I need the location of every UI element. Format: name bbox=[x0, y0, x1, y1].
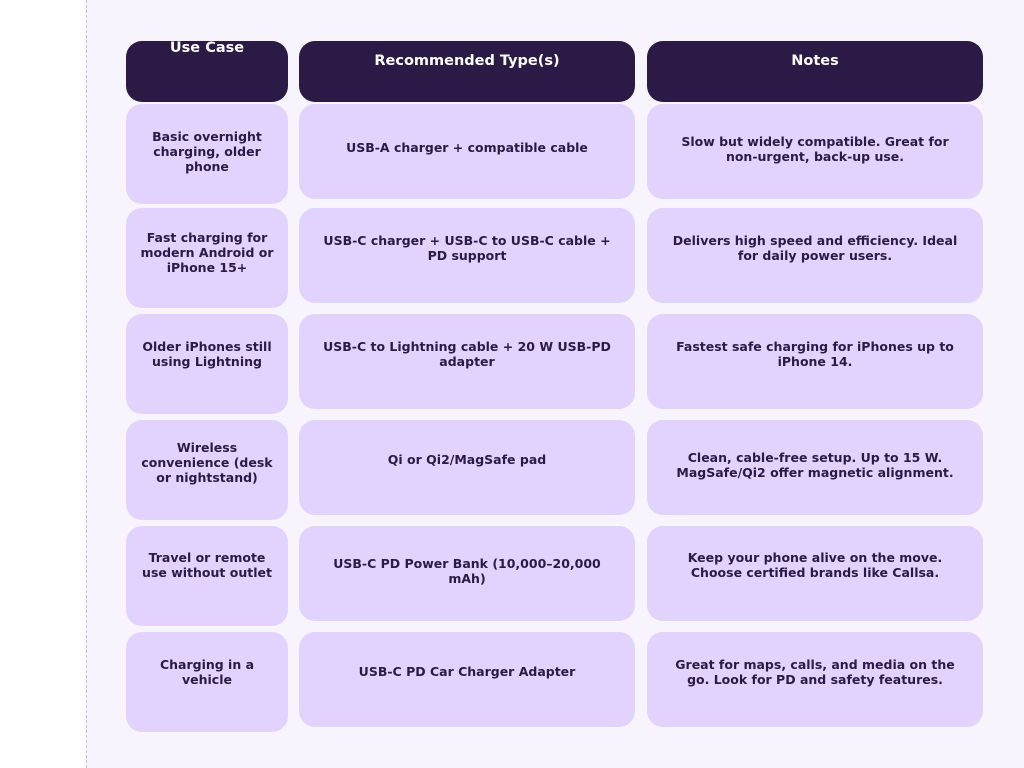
table-cell-use-case: Basic overnight charging, older phone bbox=[126, 104, 288, 204]
table-cell-use-case: Wireless convenience (desk or nightstand… bbox=[126, 420, 288, 520]
table-cell-recommended-type: USB-C charger + USB-C to USB-C cable + P… bbox=[299, 208, 635, 303]
table-cell-notes: Keep your phone alive on the move. Choos… bbox=[647, 526, 983, 621]
table-cell-use-case: Fast charging for modern Android or iPho… bbox=[126, 208, 288, 308]
table-cell-notes: Delivers high speed and efficiency. Idea… bbox=[647, 208, 983, 303]
table-cell-recommended-type: USB-C PD Car Charger Adapter bbox=[299, 632, 635, 727]
header-notes: Notes bbox=[647, 41, 983, 102]
table-cell-use-case: Older iPhones still using Lightning bbox=[126, 314, 288, 414]
table-cell-notes: Slow but widely compatible. Great for no… bbox=[647, 104, 983, 199]
table-cell-notes: Great for maps, calls, and media on the … bbox=[647, 632, 983, 727]
table-cell-recommended-type: USB-C PD Power Bank (10,000–20,000 mAh) bbox=[299, 526, 635, 621]
table-cell-use-case: Travel or remote use without outlet bbox=[126, 526, 288, 626]
table-cell-recommended-type: Qi or Qi2/MagSafe pad bbox=[299, 420, 635, 515]
header-recommended-types: Recommended Type(s) bbox=[299, 41, 635, 102]
table-cell-use-case: Charging in a vehicle bbox=[126, 632, 288, 732]
table-cell-notes: Clean, cable-free setup. Up to 15 W. Mag… bbox=[647, 420, 983, 515]
header-use-case: Use Case bbox=[126, 41, 288, 102]
table-cell-recommended-type: USB-C to Lightning cable + 20 W USB-PD a… bbox=[299, 314, 635, 409]
table-cell-recommended-type: USB-A charger + compatible cable bbox=[299, 104, 635, 199]
table-cell-notes: Fastest safe charging for iPhones up to … bbox=[647, 314, 983, 409]
